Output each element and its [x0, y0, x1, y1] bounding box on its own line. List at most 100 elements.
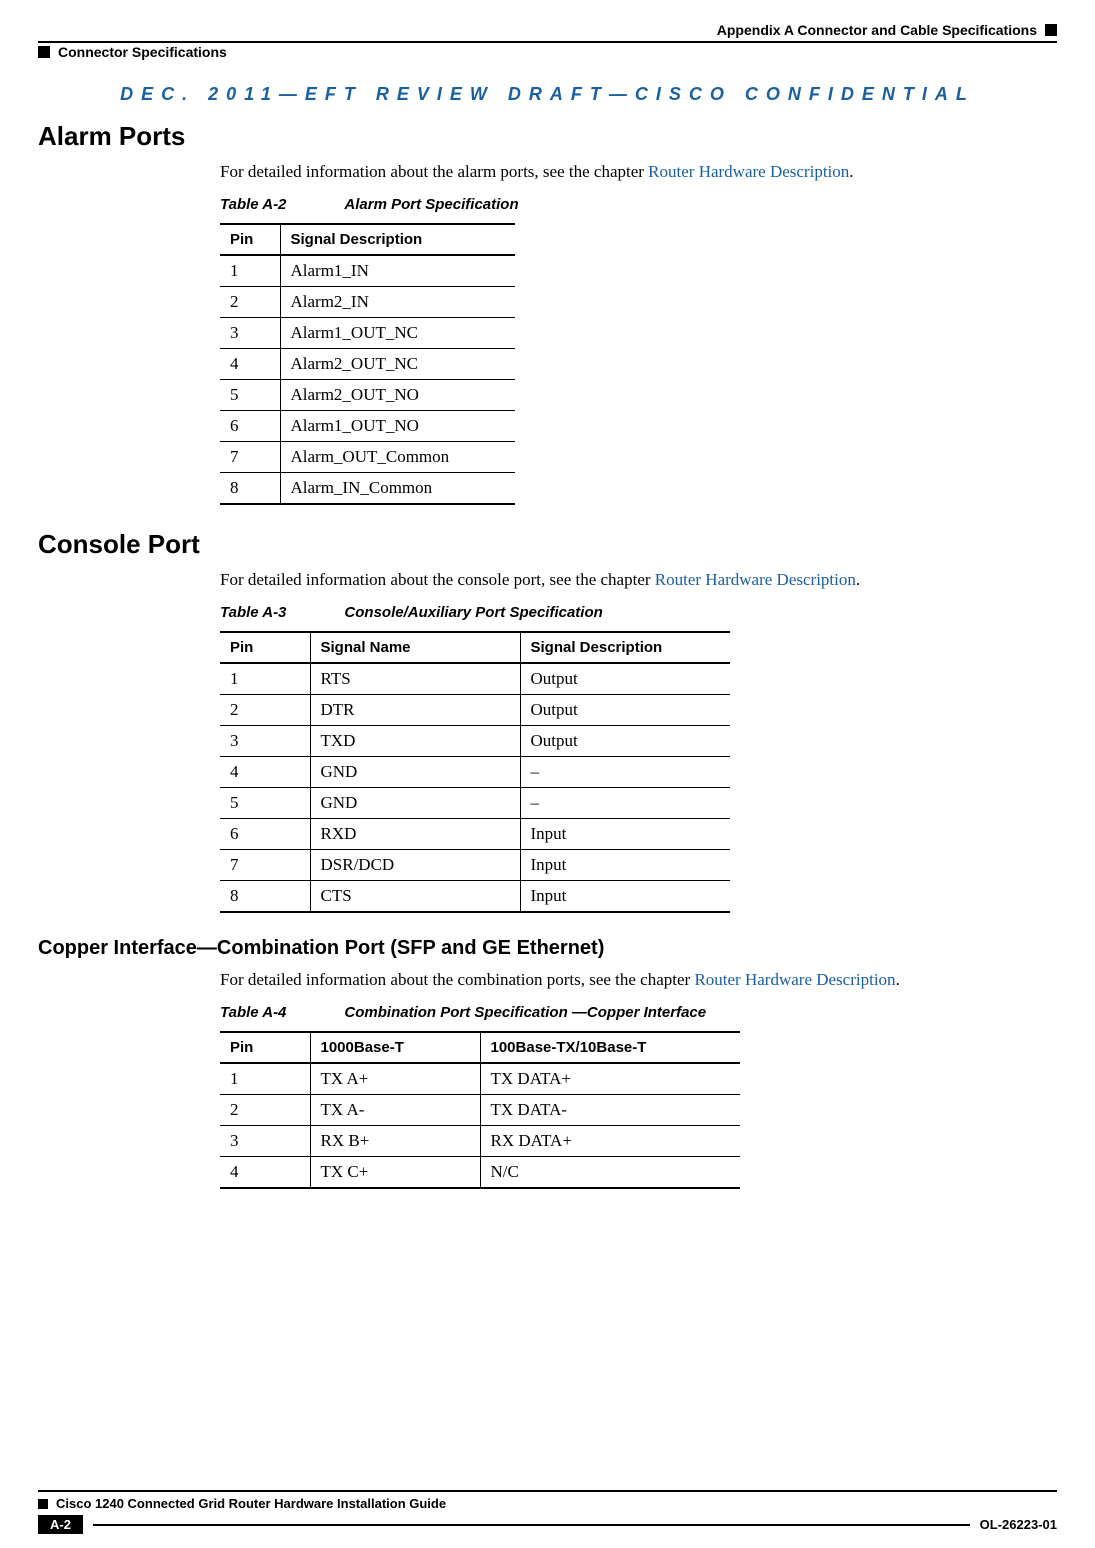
table-cell: TX C+ [310, 1157, 480, 1189]
table-cell: Alarm1_OUT_NC [280, 318, 515, 349]
header-appendix: Appendix A Connector and Cable Specifica… [38, 22, 1037, 38]
header-marker-icon [38, 46, 50, 58]
table-cell: TX A- [310, 1095, 480, 1126]
header-section: Connector Specifications [58, 44, 227, 60]
table-cell: 5 [220, 788, 310, 819]
table-cell: Input [520, 850, 730, 881]
table-cell: 1 [220, 1063, 310, 1095]
alarm-intro: For detailed information about the alarm… [220, 162, 1057, 182]
table-cell: RX B+ [310, 1126, 480, 1157]
table-row: 2Alarm2_IN [220, 287, 515, 318]
table-row: 1TX A+TX DATA+ [220, 1063, 740, 1095]
table-row: 2TX A-TX DATA- [220, 1095, 740, 1126]
table-cell: Alarm2_OUT_NO [280, 380, 515, 411]
table-cell: 7 [220, 850, 310, 881]
table-cell: 6 [220, 819, 310, 850]
header: Appendix A Connector and Cable Specifica… [38, 22, 1057, 60]
section-heading-copper: Copper Interface—Combination Port (SFP a… [38, 937, 1057, 960]
table-cell: DTR [310, 695, 520, 726]
table-row: 5Alarm2_OUT_NO [220, 380, 515, 411]
table-header: Signal Name [310, 632, 520, 663]
table-header: Pin [220, 632, 310, 663]
table-cell: Output [520, 695, 730, 726]
table-header: 100Base-TX/10Base-T [480, 1032, 740, 1063]
table-cell: Alarm1_OUT_NO [280, 411, 515, 442]
table-cell: Alarm2_OUT_NC [280, 349, 515, 380]
table-row: 4Alarm2_OUT_NC [220, 349, 515, 380]
console-intro: For detailed information about the conso… [220, 570, 1057, 590]
table-cell: Alarm2_IN [280, 287, 515, 318]
footer-docnum: OL-26223-01 [980, 1517, 1057, 1532]
link-router-hw-desc[interactable]: Router Hardware Description [694, 970, 895, 989]
table-row: 7Alarm_OUT_Common [220, 442, 515, 473]
table-row: 1Alarm1_IN [220, 255, 515, 287]
table-row: 4TX C+N/C [220, 1157, 740, 1189]
table-cell: 2 [220, 695, 310, 726]
table-cell: N/C [480, 1157, 740, 1189]
table-cell: 3 [220, 726, 310, 757]
table-cell: CTS [310, 881, 520, 913]
section-heading-alarm: Alarm Ports [38, 121, 1057, 152]
table-row: 4GND– [220, 757, 730, 788]
table-cell: 8 [220, 881, 310, 913]
link-router-hw-desc[interactable]: Router Hardware Description [648, 162, 849, 181]
footer-title: Cisco 1240 Connected Grid Router Hardwar… [56, 1496, 446, 1511]
table-cell: 2 [220, 1095, 310, 1126]
table-row: 8Alarm_IN_Common [220, 473, 515, 505]
table-cell: RTS [310, 663, 520, 695]
table-cell: Output [520, 663, 730, 695]
table-caption-copper: Table A-4Combination Port Specification … [220, 1004, 1057, 1021]
section-heading-console: Console Port [38, 529, 1057, 560]
table-cell: TXD [310, 726, 520, 757]
footer-marker-icon [38, 1499, 48, 1509]
table-row: 3RX B+RX DATA+ [220, 1126, 740, 1157]
table-cell: 7 [220, 442, 280, 473]
table-cell: 3 [220, 1126, 310, 1157]
table-cell: Alarm1_IN [280, 255, 515, 287]
table-cell: 4 [220, 757, 310, 788]
table-console-port: PinSignal NameSignal Description1RTSOutp… [220, 631, 730, 913]
table-cell: TX DATA+ [480, 1063, 740, 1095]
table-row: 7DSR/DCDInput [220, 850, 730, 881]
confidential-banner: DEC. 2011—EFT REVIEW DRAFT—CISCO CONFIDE… [38, 84, 1057, 105]
table-cell: 1 [220, 663, 310, 695]
table-cell: GND [310, 757, 520, 788]
table-cell: Alarm_IN_Common [280, 473, 515, 505]
table-header: Pin [220, 224, 280, 255]
copper-intro: For detailed information about the combi… [220, 970, 1057, 990]
table-row: 8CTSInput [220, 881, 730, 913]
table-header: Signal Description [280, 224, 515, 255]
footer-rule [93, 1524, 970, 1526]
table-cell: – [520, 757, 730, 788]
table-cell: TX DATA- [480, 1095, 740, 1126]
table-caption-console: Table A-3Console/Auxiliary Port Specific… [220, 604, 1057, 621]
table-header: 1000Base-T [310, 1032, 480, 1063]
table-alarm-port: PinSignal Description1Alarm1_IN2Alarm2_I… [220, 223, 515, 505]
table-cell: GND [310, 788, 520, 819]
table-cell: 8 [220, 473, 280, 505]
table-row: 6Alarm1_OUT_NO [220, 411, 515, 442]
table-header: Pin [220, 1032, 310, 1063]
table-row: 6RXDInput [220, 819, 730, 850]
table-row: 1RTSOutput [220, 663, 730, 695]
link-router-hw-desc[interactable]: Router Hardware Description [655, 570, 856, 589]
header-marker-icon [1045, 24, 1057, 36]
table-cell: 6 [220, 411, 280, 442]
table-header: Signal Description [520, 632, 730, 663]
table-cell: 5 [220, 380, 280, 411]
table-copper-port: Pin1000Base-T100Base-TX/10Base-T1TX A+TX… [220, 1031, 740, 1189]
table-cell: – [520, 788, 730, 819]
table-cell: 4 [220, 1157, 310, 1189]
table-row: 3Alarm1_OUT_NC [220, 318, 515, 349]
table-cell: Output [520, 726, 730, 757]
table-row: 2DTROutput [220, 695, 730, 726]
table-caption-alarm: Table A-2Alarm Port Specification [220, 196, 1057, 213]
table-cell: 1 [220, 255, 280, 287]
table-row: 3TXDOutput [220, 726, 730, 757]
table-row: 5GND– [220, 788, 730, 819]
table-cell: Input [520, 881, 730, 913]
page-number-badge: A-2 [38, 1515, 83, 1534]
footer: Cisco 1240 Connected Grid Router Hardwar… [0, 1490, 1095, 1534]
table-cell: Alarm_OUT_Common [280, 442, 515, 473]
table-cell: TX A+ [310, 1063, 480, 1095]
